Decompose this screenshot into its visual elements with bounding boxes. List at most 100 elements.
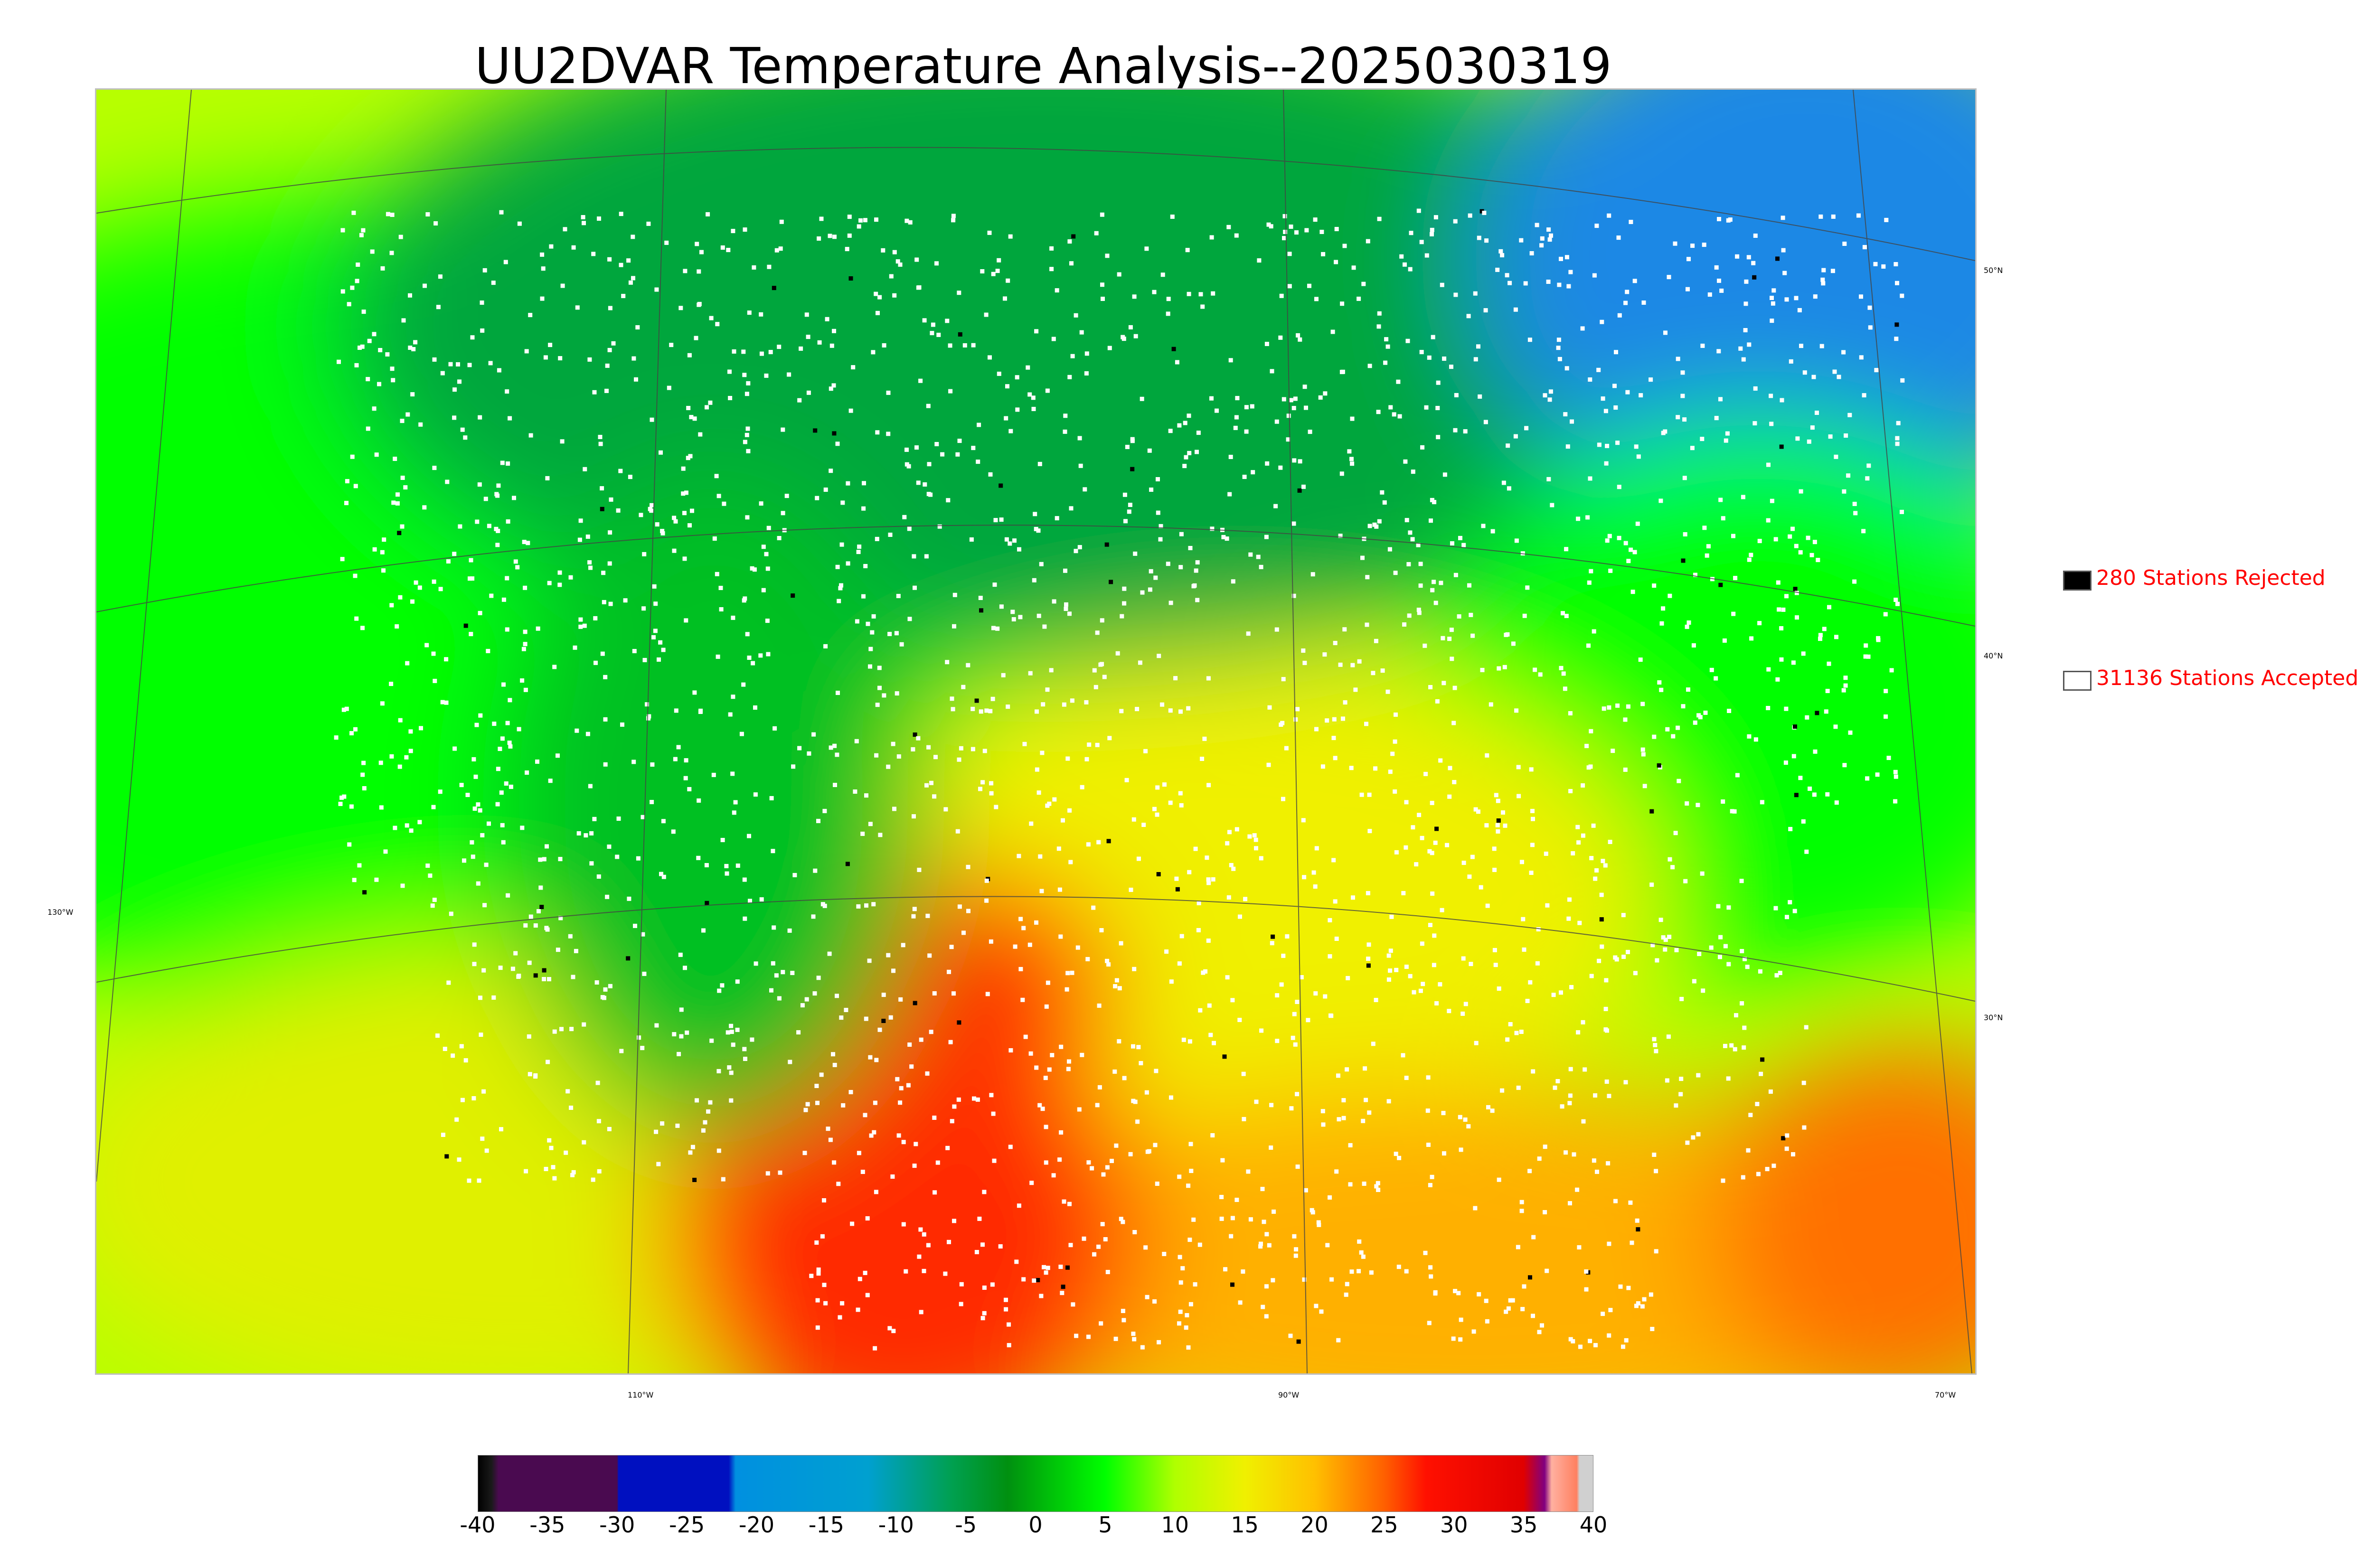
station-accepted [1304, 228, 1309, 233]
station-accepted [633, 923, 637, 928]
station-accepted [1566, 916, 1571, 921]
station-accepted [607, 257, 612, 262]
station-accepted [1801, 1080, 1806, 1085]
station-accepted [457, 379, 462, 384]
station-accepted [767, 264, 772, 269]
station-accepted [908, 220, 913, 225]
station-accepted [1031, 395, 1036, 400]
station-accepted [995, 269, 1000, 273]
station-accepted [1182, 464, 1187, 469]
station-accepted [703, 1120, 707, 1125]
station-accepted [1862, 393, 1866, 398]
station-accepted [1157, 1340, 1161, 1344]
station-accepted [1603, 1006, 1608, 1011]
station-accepted [1269, 1103, 1274, 1108]
station-accepted [475, 519, 480, 524]
station-accepted [1538, 672, 1543, 677]
station-accepted [1591, 823, 1596, 828]
station-accepted [456, 362, 460, 366]
station-accepted [1325, 718, 1329, 723]
station-accepted [1484, 823, 1489, 827]
station-accepted [1659, 687, 1664, 692]
station-accepted [869, 1133, 874, 1138]
station-accepted [500, 736, 505, 741]
station-accepted [774, 248, 779, 253]
station-accepted [1008, 429, 1013, 433]
station-accepted [690, 508, 694, 513]
station-accepted [1578, 1344, 1583, 1349]
station-accepted [1179, 532, 1184, 536]
station-accepted [431, 651, 436, 656]
station-accepted [873, 1346, 877, 1351]
station-accepted [355, 279, 359, 283]
station-accepted [1135, 1119, 1140, 1124]
station-accepted [1377, 519, 1382, 524]
station-accepted [659, 872, 663, 876]
station-accepted [1559, 256, 1563, 261]
station-accepted [1420, 445, 1425, 450]
station-accepted [1261, 1305, 1265, 1309]
station-accepted [408, 749, 413, 753]
station-accepted [919, 1310, 923, 1314]
lat-label-40: 40°N [1984, 651, 2003, 660]
station-accepted [597, 216, 601, 221]
station-accepted [1022, 742, 1027, 746]
station-accepted [631, 276, 635, 281]
station-accepted [482, 268, 487, 272]
station-accepted [1384, 337, 1389, 342]
station-accepted [750, 566, 754, 571]
station-accepted [1607, 1094, 1611, 1099]
station-accepted [571, 1170, 576, 1174]
station-accepted [1507, 486, 1511, 491]
station-accepted [1788, 534, 1792, 539]
station-accepted [380, 701, 385, 706]
station-accepted [401, 318, 406, 323]
station-accepted [504, 781, 509, 786]
station-accepted [1393, 789, 1397, 794]
station-accepted [1403, 459, 1408, 464]
station-accepted [1629, 547, 1633, 552]
station-accepted [1392, 412, 1396, 417]
station-accepted [945, 1145, 950, 1150]
station-accepted [1667, 857, 1672, 862]
station-accepted [1682, 417, 1687, 422]
station-accepted [1015, 375, 1019, 380]
station-accepted [1425, 1108, 1430, 1113]
station-accepted [1389, 914, 1394, 919]
station-accepted [1616, 235, 1621, 240]
station-accepted [1152, 290, 1157, 294]
station-accepted [1691, 643, 1696, 648]
station-accepted [1588, 1339, 1592, 1343]
station-accepted [651, 635, 656, 639]
station-accepted [1397, 414, 1402, 419]
station-accepted [827, 951, 832, 956]
station-accepted [1038, 854, 1043, 859]
station-accepted [1795, 436, 1800, 441]
station-accepted [1607, 1241, 1611, 1246]
station-accepted [1139, 1061, 1143, 1065]
station-accepted [1605, 443, 1610, 448]
station-accepted [809, 1274, 814, 1278]
station-accepted [1588, 476, 1592, 481]
station-accepted [865, 1216, 870, 1221]
station-accepted [1781, 607, 1786, 612]
station-accepted [1195, 450, 1199, 454]
station-accepted [654, 1129, 659, 1134]
station-accepted [1657, 680, 1662, 685]
station-accepted [533, 1073, 538, 1078]
station-accepted [988, 472, 993, 477]
station-accepted [481, 968, 486, 973]
station-accepted [731, 229, 735, 234]
station-accepted [1721, 516, 1725, 521]
station-accepted [540, 252, 545, 257]
station-accepted [1774, 973, 1779, 977]
station-accepted [1451, 721, 1456, 725]
station-accepted [1473, 357, 1478, 362]
station-accepted [1797, 308, 1802, 312]
station-accepted [961, 685, 966, 689]
station-accepted [1234, 415, 1239, 420]
station-accepted [1092, 1252, 1097, 1257]
station-accepted [558, 916, 563, 920]
station-accepted [1634, 1304, 1639, 1308]
station-accepted [977, 423, 981, 427]
